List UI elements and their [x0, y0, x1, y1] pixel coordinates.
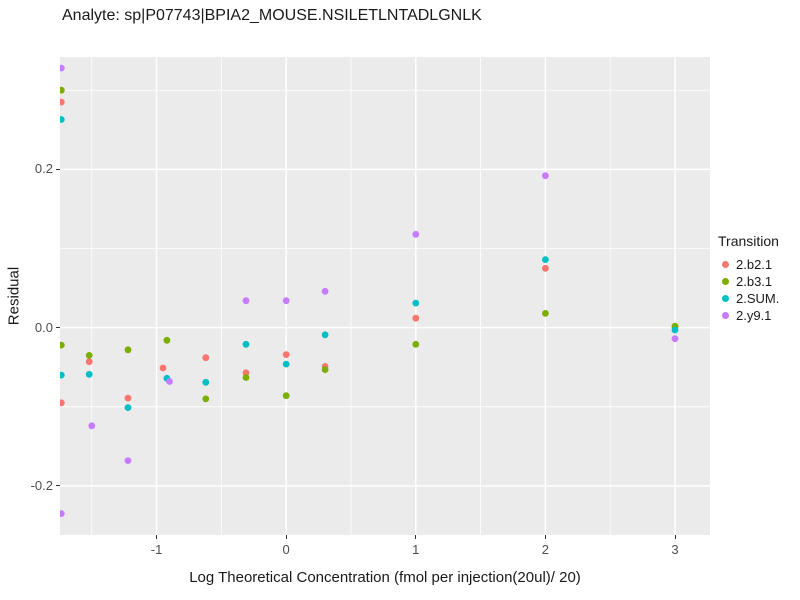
- data-point-2.y9.1: [60, 64, 65, 72]
- legend-items: 2.b2.1 2.b3.1 2.SUM. 2.y9.1: [718, 256, 779, 324]
- x-tick-mark: [544, 535, 546, 539]
- plot-canvas: [60, 57, 710, 535]
- legend-label: 2.SUM.: [736, 291, 780, 306]
- data-point-2.b2.1: [542, 264, 549, 272]
- legend-dot-icon: [722, 295, 729, 302]
- data-point-2.b3.1: [282, 392, 290, 400]
- y-tick-mark: [56, 327, 60, 329]
- data-point-2.b3.1: [60, 86, 65, 94]
- data-point-2.y9.1: [321, 287, 329, 295]
- data-point-2.SUM.: [242, 340, 250, 348]
- data-point-2.b2.1: [85, 358, 93, 366]
- data-point-2.y9.1: [124, 457, 132, 464]
- legend-label: 2.y9.1: [736, 308, 772, 323]
- data-point-2.b3.1: [542, 310, 549, 317]
- data-point-2.b2.1: [124, 394, 132, 402]
- plot-panel: [60, 57, 710, 535]
- data-point-2.b2.1: [60, 399, 65, 407]
- data-point-2.y9.1: [166, 378, 173, 385]
- x-tick-mark: [156, 535, 158, 539]
- legend-item-2.y9.1: 2.y9.1: [718, 307, 779, 324]
- data-point-2.SUM.: [542, 256, 549, 263]
- data-point-2.SUM.: [60, 116, 65, 123]
- data-point-2.b2.1: [202, 354, 210, 362]
- y-tick-label: 0.2: [34, 161, 53, 177]
- data-point-2.y9.1: [88, 422, 96, 430]
- x-tick-label: 1: [412, 542, 420, 557]
- x-tick-label: 0: [282, 542, 290, 557]
- data-point-2.y9.1: [242, 297, 250, 305]
- x-tick-label: 2: [541, 542, 550, 557]
- x-tick-mark: [674, 535, 676, 539]
- data-point-2.SUM.: [412, 299, 420, 307]
- data-point-2.b3.1: [202, 395, 210, 403]
- x-tick-label: 3: [671, 542, 679, 557]
- data-point-2.SUM.: [85, 370, 93, 378]
- data-point-2.y9.1: [60, 510, 65, 517]
- x-tick-mark: [415, 535, 417, 539]
- x-tick-label: -1: [150, 542, 163, 557]
- legend-item-2.b2.1: 2.b2.1: [718, 256, 779, 273]
- data-point-2.SUM.: [60, 371, 65, 379]
- data-point-2.SUM.: [282, 360, 290, 368]
- data-point-2.b3.1: [163, 336, 171, 344]
- x-tick-mark: [285, 535, 287, 539]
- plot-title: Analyte: sp|P07743|BPIA2_MOUSE.NSILETLNT…: [62, 7, 482, 24]
- data-point-2.b2.1: [159, 364, 167, 372]
- legend-label: 2.b3.1: [736, 274, 773, 289]
- legend-item-2.b3.1: 2.b3.1: [718, 273, 779, 290]
- y-axis-title: Residual: [5, 266, 23, 326]
- legend-dot-icon: [722, 278, 729, 285]
- data-point-2.b3.1: [412, 340, 420, 348]
- x-axis-title: Log Theoretical Concentration (fmol per …: [189, 569, 581, 586]
- data-point-2.y9.1: [282, 297, 290, 305]
- y-tick-mark: [56, 485, 60, 487]
- data-point-2.b2.1: [60, 98, 65, 106]
- data-point-2.SUM.: [671, 326, 679, 334]
- data-point-2.b2.1: [282, 351, 290, 358]
- legend-dot-icon: [722, 312, 729, 319]
- legend-label: 2.b2.1: [736, 257, 773, 272]
- legend-item-2.SUM.: 2.SUM.: [718, 290, 779, 307]
- y-tick-label: 0.0: [34, 319, 53, 335]
- data-point-2.b3.1: [242, 374, 250, 381]
- data-point-2.b3.1: [321, 366, 329, 373]
- y-tick-mark: [56, 168, 60, 170]
- data-point-2.b2.1: [412, 314, 420, 322]
- legend-title: Transition: [718, 233, 779, 249]
- legend-dot-icon: [722, 261, 729, 268]
- data-point-2.y9.1: [412, 230, 420, 238]
- y-tick-label: -0.2: [30, 477, 53, 493]
- data-point-2.b2.1: [242, 369, 250, 377]
- data-point-2.y9.1: [542, 172, 549, 180]
- data-point-2.SUM.: [202, 378, 210, 386]
- data-point-2.b3.1: [124, 346, 132, 354]
- data-point-2.SUM.: [124, 404, 132, 411]
- legend: Transition 2.b2.1 2.b3.1 2.SUM. 2.y9.1: [718, 233, 779, 324]
- data-point-2.b3.1: [85, 352, 93, 359]
- data-point-2.y9.1: [671, 335, 679, 343]
- data-point-2.b3.1: [60, 341, 65, 349]
- data-point-2.SUM.: [321, 331, 329, 339]
